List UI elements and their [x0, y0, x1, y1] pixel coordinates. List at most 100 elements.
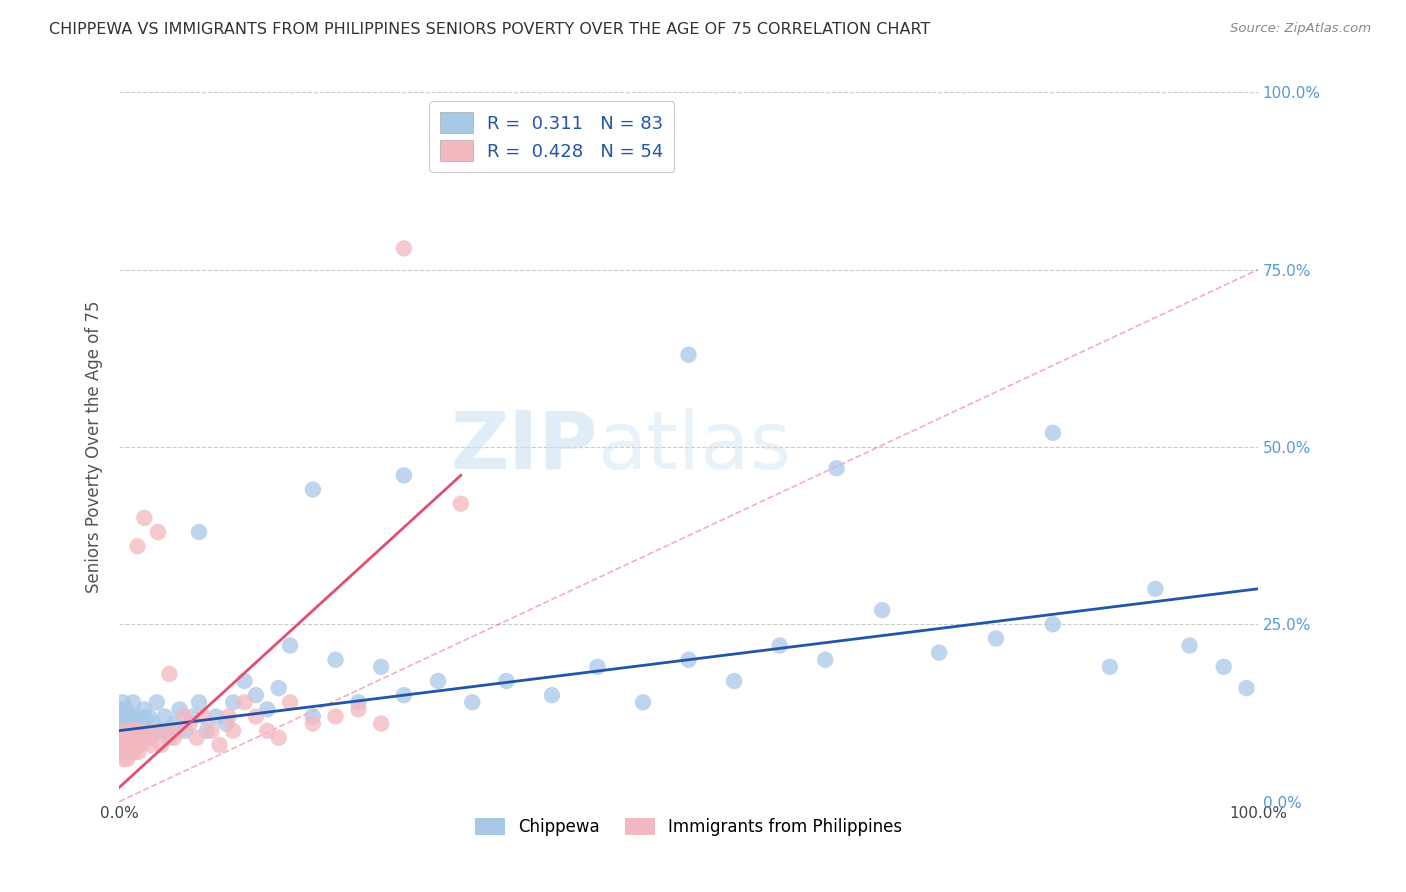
Point [121, 716, 143, 731]
Point [122, 695, 145, 709]
Point [111, 731, 134, 745]
Point [678, 653, 700, 667]
Legend: Chippewa, Immigrants from Philippines: Chippewa, Immigrants from Philippines [468, 812, 908, 843]
Point [118, 738, 141, 752]
Point [146, 524, 169, 539]
Point [128, 709, 150, 723]
Point [117, 709, 139, 723]
Point [131, 723, 153, 738]
Point [115, 716, 138, 731]
Point [120, 709, 142, 723]
Point [174, 723, 197, 738]
Point [121, 731, 143, 745]
Point [267, 731, 290, 745]
Point [124, 723, 146, 738]
Point [1042, 617, 1064, 632]
Point [278, 695, 301, 709]
Point [153, 723, 176, 738]
Point [110, 723, 132, 738]
Point [118, 723, 141, 738]
Point [1236, 681, 1258, 695]
Point [222, 723, 245, 738]
Point [825, 461, 848, 475]
Point [301, 716, 323, 731]
Point [325, 653, 347, 667]
Point [114, 738, 136, 752]
Point [301, 483, 323, 497]
Point [392, 688, 415, 702]
Point [110, 731, 132, 745]
Point [141, 738, 163, 752]
Point [347, 695, 370, 709]
Text: atlas: atlas [598, 408, 792, 486]
Point [146, 695, 169, 709]
Point [127, 539, 149, 553]
Point [169, 702, 191, 716]
Point [218, 709, 240, 723]
Point [208, 738, 231, 752]
Point [150, 738, 173, 752]
Point [129, 723, 152, 738]
Point [769, 639, 792, 653]
Point [678, 348, 700, 362]
Point [181, 709, 204, 723]
Point [301, 709, 323, 723]
Point [135, 723, 157, 738]
Point [392, 241, 415, 255]
Point [120, 745, 142, 759]
Y-axis label: Seniors Poverty Over the Age of 75: Seniors Poverty Over the Age of 75 [86, 301, 103, 593]
Point [928, 646, 950, 660]
Point [723, 673, 745, 688]
Point [138, 709, 160, 723]
Point [984, 632, 1007, 646]
Point [122, 738, 145, 752]
Point [631, 695, 654, 709]
Point [153, 709, 176, 723]
Point [541, 688, 564, 702]
Point [115, 752, 138, 766]
Point [215, 716, 238, 731]
Point [143, 723, 166, 738]
Point [188, 524, 211, 539]
Point [117, 738, 139, 752]
Point [256, 723, 278, 738]
Point [115, 702, 138, 716]
Point [110, 702, 132, 716]
Point [1178, 639, 1201, 653]
Point [167, 723, 190, 738]
Point [233, 673, 256, 688]
Point [205, 709, 228, 723]
Point [115, 745, 138, 759]
Point [1098, 660, 1121, 674]
Point [222, 695, 245, 709]
Point [200, 723, 222, 738]
Point [186, 731, 208, 745]
Point [125, 716, 148, 731]
Point [111, 716, 134, 731]
Point [122, 745, 145, 759]
Point [112, 709, 135, 723]
Point [111, 745, 134, 759]
Text: CHIPPEWA VS IMMIGRANTS FROM PHILIPPINES SENIORS POVERTY OVER THE AGE OF 75 CORRE: CHIPPEWA VS IMMIGRANTS FROM PHILIPPINES … [49, 22, 931, 37]
Point [114, 723, 136, 738]
Point [134, 702, 156, 716]
Point [370, 716, 392, 731]
Point [267, 681, 290, 695]
Point [870, 603, 893, 617]
Point [427, 673, 450, 688]
Point [193, 709, 215, 723]
Point [1212, 660, 1234, 674]
Point [245, 709, 267, 723]
Point [233, 695, 256, 709]
Point [157, 731, 180, 745]
Point [245, 688, 267, 702]
Point [121, 731, 143, 745]
Point [111, 695, 134, 709]
Point [125, 738, 148, 752]
Point [114, 738, 136, 752]
Point [142, 716, 165, 731]
Point [117, 723, 139, 738]
Point [112, 738, 135, 752]
Point [112, 738, 135, 752]
Point [110, 738, 132, 752]
